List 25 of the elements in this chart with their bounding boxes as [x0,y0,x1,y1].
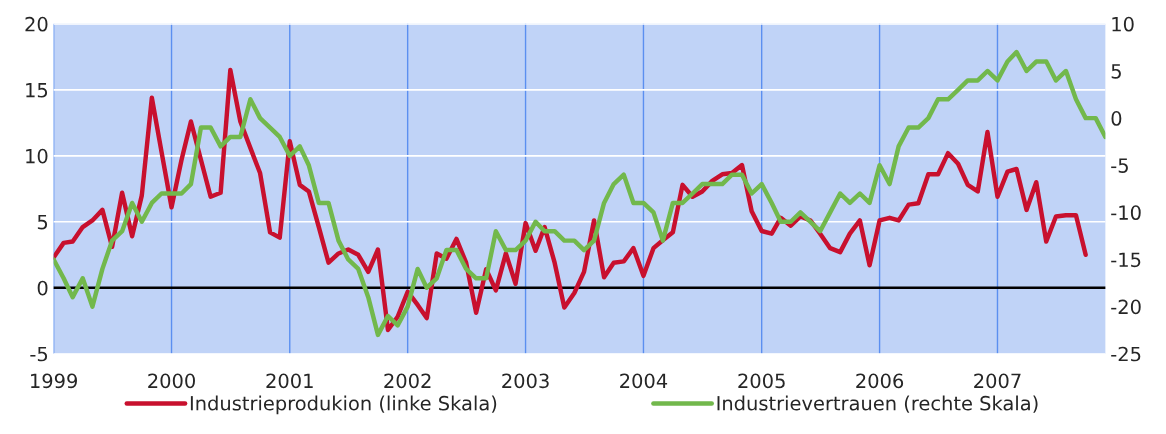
x-tick-label: 2006 [856,373,904,389]
x-tick-label: 2003 [502,373,549,389]
x-tick-label: 2000 [148,373,195,389]
y2-tick-label: -20 [1111,299,1141,315]
y2-tick-label: -5 [1111,158,1128,173]
y2-tick-label: -10 [1111,205,1141,221]
y2-tick-label: 5 [1111,64,1121,79]
y-tick-label: 15 [26,83,48,98]
x-tick-label: 2007 [974,373,1021,389]
x-tick-label: 2005 [738,373,785,389]
x-tick-label: 1999 [31,373,78,389]
x-tick-label: 2001 [266,373,313,389]
y-tick-label: -5 [30,346,48,362]
y2-tick-label: 0 [1111,111,1122,126]
legend-label: Industrieprodukion (linke Skala) [190,395,497,415]
y-tick-label: 10 [26,148,48,164]
y2-tick-label: 10 [1112,16,1134,32]
x-tick-label: 2004 [620,373,668,389]
legend-label: Industrievertrauen (rechte Skala) [717,395,1038,413]
y2-tick-label: -15 [1111,252,1141,268]
y-tick-label: 5 [37,214,48,230]
x-tick-label: 2002 [384,373,431,389]
y2-tick-label: -25 [1111,346,1141,362]
y-tick-label: 20 [25,16,48,32]
y-tick-label: 0 [37,280,48,296]
